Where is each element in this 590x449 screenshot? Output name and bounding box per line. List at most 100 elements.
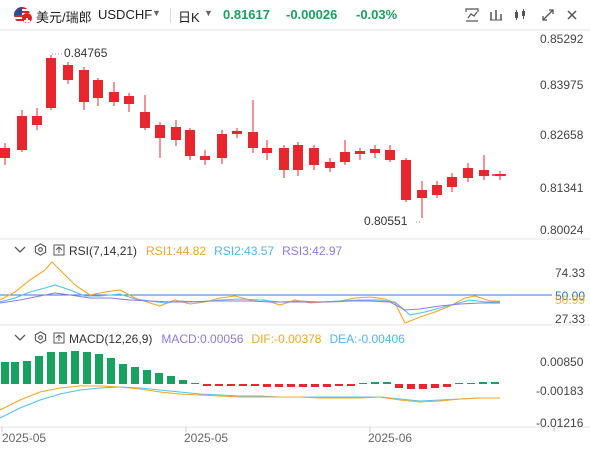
macd-histogram-bar [179, 380, 187, 384]
timeframe-selector[interactable]: 日K [178, 10, 200, 25]
crosshair-icon[interactable] [462, 6, 482, 24]
macd-histogram-bar [227, 384, 235, 386]
macd-histogram-bar [251, 384, 259, 386]
candle-body [185, 130, 195, 156]
x-axis-label: 2025-05 [2, 431, 47, 445]
price-axis-label: 0.83975 [540, 78, 584, 92]
macd-histogram-bar [203, 384, 211, 386]
macd-value: MACD:0.00056 [161, 332, 244, 346]
candle-body [325, 162, 335, 168]
rsi3-value: RSI3:42.97 [282, 244, 343, 258]
macd-histogram-bar [407, 384, 415, 389]
close-icon[interactable] [562, 6, 582, 24]
header-divider [170, 8, 171, 23]
rsi-axis-label: 50.00 [555, 289, 586, 303]
dif-value: DIF:-0.00378 [251, 332, 322, 346]
macd-histogram-bar [191, 383, 199, 384]
collapse-icon[interactable] [14, 244, 26, 258]
candle-body [93, 80, 103, 98]
price-change: -0.00026 [286, 7, 338, 22]
macd-histogram-bar [107, 358, 115, 384]
expand-icon[interactable] [538, 6, 558, 24]
macd-histogram-bar [455, 383, 463, 384]
symbol-name[interactable]: 美元/瑞郎 [36, 10, 92, 25]
price-change-percent: -0.03% [356, 7, 398, 22]
candle-type-icon[interactable] [510, 6, 530, 24]
macd-histogram-bar [119, 364, 127, 384]
macd-histogram-bar [143, 370, 151, 384]
macd-histogram-bar [359, 383, 367, 384]
candle-body [417, 190, 427, 198]
macd-header: MACD(12,26,9) MACD:0.00056 DIF:-0.00378 … [14, 331, 405, 347]
candle-body [17, 116, 27, 150]
candle-body [46, 58, 56, 108]
price-axis-label: 0.80024 [540, 223, 584, 237]
candle-body [200, 156, 210, 160]
macd-histogram-bar [11, 362, 19, 384]
rsi1-value: RSI1:44.82 [146, 244, 207, 258]
candle-body [385, 150, 395, 160]
macd-histogram-bar [287, 384, 295, 387]
candle-body [63, 65, 73, 80]
low-price-label: 0.80551 [364, 214, 408, 228]
export-icon[interactable] [53, 332, 65, 347]
candle-body [140, 112, 150, 128]
ch-flag-icon [22, 13, 32, 23]
rsi-header: RSI(7,14,21) RSI1:44.82 RSI2:43.57 RSI3:… [14, 243, 342, 259]
candle-body [340, 152, 350, 162]
macd-histogram-bar [467, 383, 475, 384]
macd-histogram-bar [83, 352, 91, 384]
x-axis-label: 2025-05 [184, 431, 229, 445]
settings-icon[interactable] [34, 243, 47, 259]
candle-body [248, 132, 258, 148]
rsi-title[interactable]: RSI(7,14,21) [69, 244, 138, 258]
candle-body [279, 148, 289, 170]
candle-body [217, 134, 227, 158]
candle-body [109, 92, 119, 102]
macd-histogram-bar [443, 384, 451, 387]
candle-body [479, 170, 489, 176]
candle-body [401, 160, 411, 200]
timeframe-dropdown-icon[interactable]: ▼ [204, 8, 213, 18]
last-price: 0.81617 [223, 7, 270, 22]
candle-body [370, 149, 380, 153]
macd-histogram-bar [395, 384, 403, 388]
macd-histogram-bar [383, 382, 391, 384]
macd-histogram-bar [1, 362, 9, 384]
export-icon[interactable] [53, 244, 65, 259]
macd-histogram-bar [299, 384, 307, 387]
settings-icon[interactable] [34, 331, 47, 347]
high-price-label: 0.84765 [64, 46, 108, 60]
macd-histogram-bar [311, 384, 319, 387]
candle-body [463, 168, 473, 178]
symbol-dropdown-icon[interactable]: ▼ [152, 8, 161, 18]
macd-histogram-bar [167, 376, 175, 384]
macd-histogram-bar [47, 352, 55, 384]
candle-body [293, 145, 303, 170]
candle-body [0, 148, 10, 158]
collapse-icon[interactable] [14, 332, 26, 346]
symbol-header: 美元/瑞郎 USDCHF ▼ 日K ▼ 0.81617 -0.00026 -0.… [0, 0, 590, 30]
macd-histogram-bar [323, 384, 331, 387]
candle-body [355, 151, 365, 154]
candle-body [171, 127, 181, 140]
macd-histogram-bar [71, 351, 79, 384]
macd-histogram-bar [155, 373, 163, 384]
macd-histogram-bar [335, 384, 343, 386]
macd-title[interactable]: MACD(12,26,9) [69, 332, 153, 346]
rsi3-line [0, 292, 500, 311]
candle-body [309, 148, 319, 165]
candle-body [432, 185, 442, 195]
macd-histogram-bar [23, 361, 31, 384]
candle-body [32, 116, 42, 125]
macd-axis-label: -0.00183 [536, 384, 584, 398]
indicator-icon[interactable] [486, 6, 506, 24]
macd-histogram-bar [275, 384, 283, 387]
symbol-code[interactable]: USDCHF [98, 7, 153, 22]
macd-histogram-bar [59, 352, 67, 384]
candle-body [262, 148, 272, 153]
macd-histogram-bar [419, 384, 427, 389]
price-axis-label: 0.82658 [540, 128, 584, 142]
macd-histogram-bar [215, 384, 223, 386]
